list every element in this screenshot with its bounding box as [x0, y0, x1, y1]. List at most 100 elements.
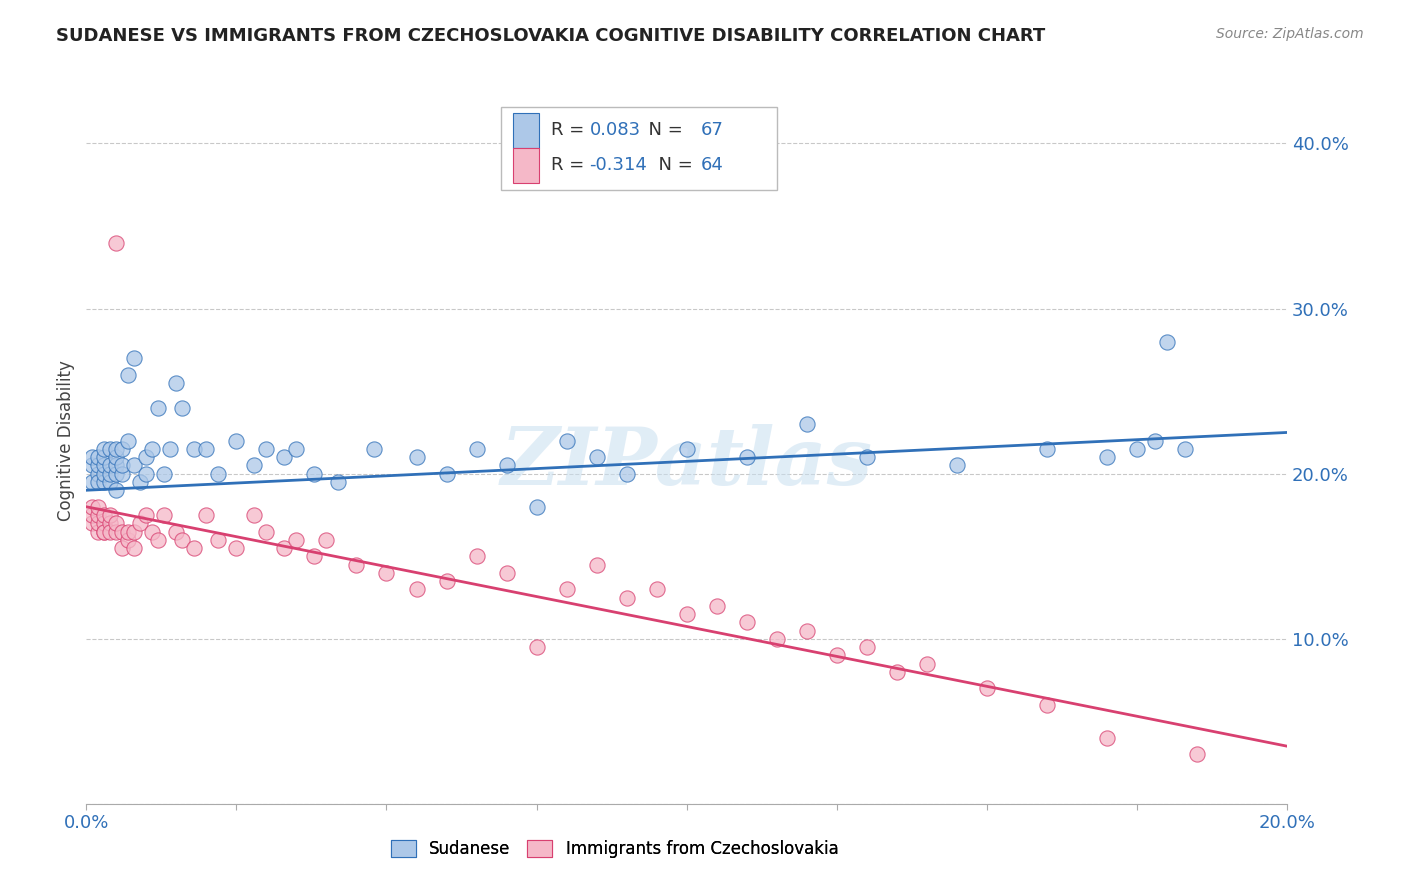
- Point: [93, 508, 115, 522]
- Point: [1143, 434, 1166, 448]
- Point: [93, 450, 115, 465]
- Point: [87, 508, 110, 522]
- Point: [946, 458, 969, 473]
- Text: SUDANESE VS IMMIGRANTS FROM CZECHOSLOVAKIA COGNITIVE DISABILITY CORRELATION CHAR: SUDANESE VS IMMIGRANTS FROM CZECHOSLOVAK…: [56, 27, 1046, 45]
- Legend: Sudanese, Immigrants from Czechoslovakia: Sudanese, Immigrants from Czechoslovakia: [384, 833, 845, 864]
- Text: -0.314: -0.314: [589, 156, 647, 174]
- Point: [148, 533, 170, 547]
- Point: [405, 582, 427, 597]
- Point: [159, 442, 181, 456]
- Point: [273, 450, 295, 465]
- Point: [465, 442, 488, 456]
- Point: [585, 450, 607, 465]
- Point: [765, 632, 787, 646]
- Point: [856, 450, 879, 465]
- Text: N =: N =: [637, 121, 689, 139]
- Point: [735, 615, 758, 630]
- Point: [585, 558, 607, 572]
- Point: [98, 442, 121, 456]
- Point: [172, 533, 194, 547]
- Point: [98, 524, 121, 539]
- Point: [87, 450, 110, 465]
- Point: [93, 524, 115, 539]
- Point: [195, 442, 218, 456]
- Point: [555, 434, 578, 448]
- Point: [645, 582, 668, 597]
- Point: [82, 500, 104, 514]
- Point: [172, 401, 194, 415]
- Point: [243, 508, 266, 522]
- Point: [1174, 442, 1197, 456]
- Point: [82, 516, 104, 531]
- Point: [1126, 442, 1149, 456]
- Point: [207, 533, 229, 547]
- Point: [141, 524, 163, 539]
- Y-axis label: Cognitive Disability: Cognitive Disability: [58, 360, 75, 521]
- Text: 64: 64: [702, 156, 724, 174]
- Point: [436, 574, 458, 588]
- Point: [616, 467, 638, 481]
- Point: [124, 351, 146, 366]
- Point: [105, 524, 128, 539]
- Point: [1185, 747, 1208, 762]
- Point: [1036, 698, 1059, 712]
- Point: [141, 442, 163, 456]
- Point: [1156, 334, 1178, 349]
- Point: [124, 541, 146, 555]
- Point: [825, 648, 848, 663]
- Point: [93, 475, 115, 489]
- Point: [856, 640, 879, 654]
- Point: [93, 467, 115, 481]
- Point: [225, 434, 247, 448]
- Point: [165, 376, 187, 390]
- Point: [87, 475, 110, 489]
- Text: N =: N =: [647, 156, 699, 174]
- Point: [124, 524, 146, 539]
- Point: [93, 442, 115, 456]
- Point: [243, 458, 266, 473]
- Point: [129, 475, 152, 489]
- Point: [796, 417, 818, 432]
- Point: [98, 467, 121, 481]
- Point: [82, 458, 104, 473]
- Point: [675, 442, 697, 456]
- Point: [87, 500, 110, 514]
- Text: 67: 67: [702, 121, 724, 139]
- Point: [105, 516, 128, 531]
- Point: [1095, 731, 1118, 745]
- Point: [706, 599, 728, 613]
- Point: [87, 516, 110, 531]
- Point: [148, 401, 170, 415]
- Point: [315, 533, 337, 547]
- Point: [436, 467, 458, 481]
- Point: [405, 450, 427, 465]
- Point: [495, 566, 517, 580]
- Point: [526, 500, 548, 514]
- Point: [346, 558, 368, 572]
- Point: [105, 235, 128, 250]
- Point: [254, 442, 277, 456]
- Point: [117, 368, 139, 382]
- Text: R =: R =: [551, 121, 591, 139]
- Point: [111, 467, 134, 481]
- Point: [796, 624, 818, 638]
- Point: [1036, 442, 1059, 456]
- Point: [117, 533, 139, 547]
- Text: 0.083: 0.083: [589, 121, 641, 139]
- Point: [117, 524, 139, 539]
- Point: [124, 458, 146, 473]
- Point: [153, 467, 176, 481]
- Point: [1095, 450, 1118, 465]
- Point: [135, 467, 157, 481]
- Text: Source: ZipAtlas.com: Source: ZipAtlas.com: [1216, 27, 1364, 41]
- FancyBboxPatch shape: [501, 106, 776, 190]
- Point: [195, 508, 218, 522]
- Point: [886, 665, 908, 679]
- Point: [183, 541, 205, 555]
- Point: [915, 657, 938, 671]
- Point: [495, 458, 517, 473]
- Point: [105, 442, 128, 456]
- Point: [87, 524, 110, 539]
- Point: [153, 508, 176, 522]
- Point: [976, 681, 998, 696]
